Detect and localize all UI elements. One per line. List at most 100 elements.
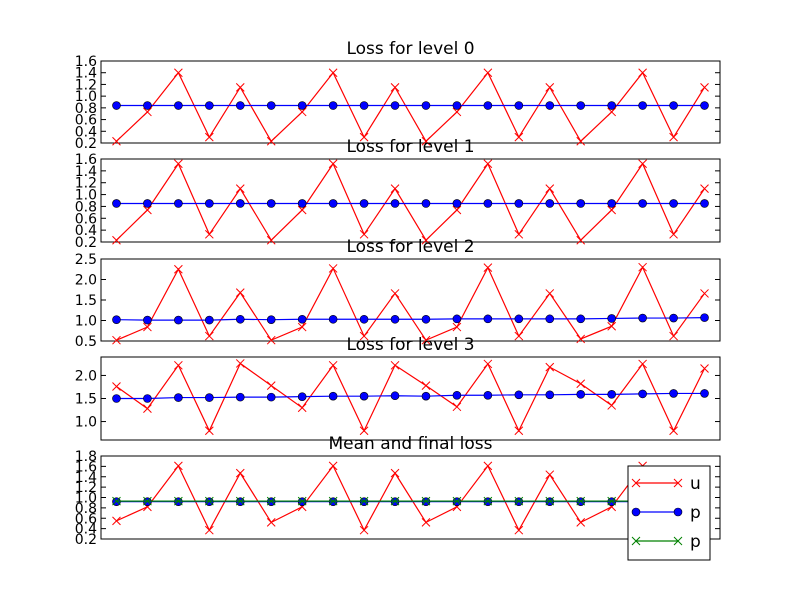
data-point <box>452 101 462 110</box>
data-point <box>112 101 121 110</box>
y-tick-label: 1.5 <box>75 392 97 408</box>
data-point <box>669 229 678 239</box>
data-point <box>669 331 678 341</box>
data-point <box>421 496 431 506</box>
data-point <box>359 314 369 324</box>
y-tick-label: 0.5 <box>75 334 97 350</box>
data-point <box>452 322 462 332</box>
y-tick-label: 0.8 <box>75 199 97 215</box>
data-point <box>607 101 616 110</box>
data-point <box>204 229 214 239</box>
series-line-u <box>116 464 706 532</box>
data-point <box>669 313 678 323</box>
y-tick-label: 1.6 <box>75 459 97 475</box>
data-point <box>421 101 431 110</box>
data-point <box>205 393 214 402</box>
data-point <box>514 426 524 436</box>
data-point <box>607 314 616 323</box>
data-point <box>514 199 524 208</box>
data-point <box>514 314 524 324</box>
data-point <box>638 313 647 323</box>
data-point <box>545 470 555 480</box>
data-point <box>174 68 183 78</box>
y-tick-label: 0.2 <box>75 136 97 152</box>
subplot-title: Mean and final loss <box>329 434 493 454</box>
y-tick-label: 1.6 <box>75 152 97 168</box>
data-point <box>204 132 214 142</box>
data-point <box>204 426 214 436</box>
data-point <box>112 496 121 506</box>
data-point <box>174 496 183 506</box>
data-point <box>483 68 493 78</box>
data-point <box>297 496 307 506</box>
data-point <box>297 205 307 215</box>
y-tick-label: 1.4 <box>75 164 97 180</box>
y-tick-label: 0.6 <box>75 211 97 227</box>
data-point <box>328 314 338 324</box>
data-point <box>174 393 183 402</box>
data-point <box>576 101 586 110</box>
data-point <box>112 382 121 391</box>
data-point <box>235 101 245 110</box>
axes-frame <box>100 158 721 243</box>
y-tick-label: 0.4 <box>75 223 97 239</box>
legend-marker <box>673 507 683 517</box>
series-line-u <box>116 362 706 433</box>
subplot-3: 1.0 1.5 2.0 Loss for level 3 <box>75 335 721 441</box>
y-tick-label: 1.2 <box>75 480 97 496</box>
data-point <box>112 335 121 345</box>
data-point <box>359 496 369 506</box>
subplot-title: Loss for level 2 <box>346 237 474 257</box>
data-point <box>235 199 245 208</box>
data-point <box>297 314 307 324</box>
data-point <box>143 205 152 215</box>
data-point <box>266 136 276 146</box>
subplot-4: 0.20.40.60.81.01.21.41.61.8 Mean and fina… <box>75 434 721 561</box>
data-point <box>328 461 338 471</box>
y-tick-label: 1.0 <box>75 89 97 105</box>
data-point <box>638 101 647 110</box>
data-point <box>421 381 431 390</box>
data-point <box>143 394 152 403</box>
y-tick-label: 0.2 <box>75 532 97 548</box>
data-point <box>545 83 555 92</box>
data-point <box>297 392 307 401</box>
data-point <box>235 184 245 193</box>
data-point <box>143 404 152 413</box>
subplot-title: Loss for level 0 <box>346 39 474 59</box>
axes-frame <box>100 60 721 144</box>
data-point <box>174 315 183 325</box>
data-point <box>514 132 524 142</box>
data-point <box>545 101 555 110</box>
data-point <box>297 107 307 117</box>
y-tick-label: 0.8 <box>75 101 97 117</box>
y-tick-label: 0.4 <box>75 522 97 538</box>
data-point <box>359 101 369 110</box>
data-point <box>421 199 431 208</box>
data-point <box>483 496 493 506</box>
legend-label: p <box>690 532 701 552</box>
data-point <box>235 314 245 324</box>
y-tick-label: 1.2 <box>75 176 97 192</box>
data-point <box>545 314 555 324</box>
data-point <box>328 360 338 370</box>
data-point <box>700 313 709 322</box>
data-point <box>112 394 121 403</box>
data-point <box>359 132 369 142</box>
data-point <box>390 391 400 401</box>
data-point <box>576 334 586 344</box>
data-point <box>700 184 709 193</box>
legend-marker <box>673 536 683 546</box>
data-point <box>266 235 276 245</box>
data-point <box>576 136 586 146</box>
data-point <box>235 288 245 297</box>
data-point <box>452 402 462 412</box>
data-point <box>421 136 431 146</box>
data-point <box>545 390 555 400</box>
data-point <box>328 101 338 110</box>
legend-marker <box>631 536 641 546</box>
series-line-u <box>116 71 706 143</box>
data-point <box>452 199 462 208</box>
legend: upp <box>627 465 711 561</box>
